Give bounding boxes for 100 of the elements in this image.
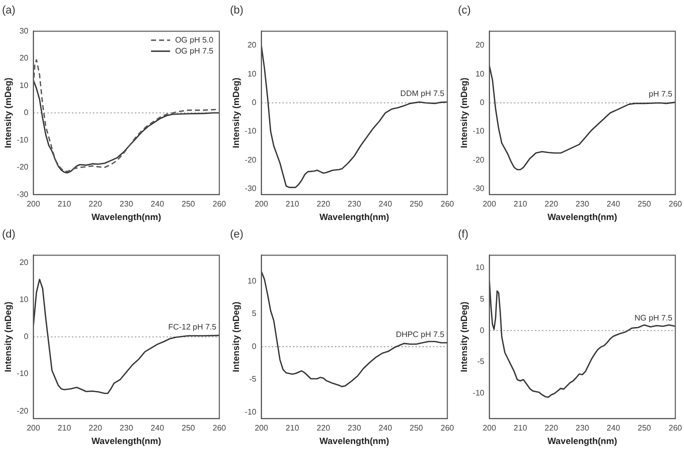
x-tick-label: 220 [88,424,103,433]
y-tick-label: -30 [472,184,485,194]
x-tick-label: 230 [120,424,134,433]
y-tick-label: 0 [252,342,257,351]
y-tick-label: -5 [477,357,485,366]
y-tick-label: -10 [472,388,485,398]
x-tick-label: 220 [316,200,331,209]
y-tick-label: -30 [16,190,29,199]
y-tick-label: -20 [472,155,485,164]
x-tick-label: 240 [378,200,393,209]
x-tick-label: 210 [514,424,528,433]
y-tick-label: 10 [475,262,485,272]
x-tick-label: 260 [668,424,683,433]
x-tick-label: 220 [88,200,103,209]
y-tick-label: 0 [480,98,485,108]
x-tick-label: 200 [254,424,269,433]
x-tick-label: 210 [514,200,528,209]
x-tick-label: 220 [544,200,559,209]
y-tick-label: 0 [252,98,257,108]
x-tick-label: 250 [410,200,424,209]
y-axis-title: Intensity (mDeg) [230,78,241,148]
y-tick-label: 20 [475,40,485,50]
x-tick-label: 220 [544,424,559,433]
x-axis-title: Wavelength(nm) [548,436,618,446]
y-tick-label: 10 [247,69,257,78]
y-tick-label: 10 [475,69,485,78]
y-tick-label: -20 [16,406,29,416]
y-tick-label: 20 [247,40,257,50]
y-axis-title: Intensity (mDeg) [2,78,13,148]
y-tick-label: 30 [19,26,29,36]
chart-title: (b) [230,4,244,17]
series-label: DHPC pH 7.5 [396,330,445,339]
x-tick-label: 260 [212,424,227,433]
x-tick-label: 250 [410,424,424,433]
y-tick-label: 10 [247,276,257,286]
x-tick-label: 210 [58,200,72,209]
y-tick-label: 10 [19,80,29,90]
y-tick-label: -10 [472,126,485,136]
chart-title: (c) [458,4,471,17]
y-tick-label: 0 [24,108,29,118]
chart-title: (e) [230,228,244,241]
y-tick-label: -20 [16,162,29,172]
x-tick-label: 230 [576,200,590,209]
x-tick-label: 240 [606,424,621,433]
x-tick-label: 260 [440,200,455,209]
y-tick-label: 0 [24,332,29,342]
series-label: pH 7.5 [648,89,673,98]
y-axis-title: Intensity (mDeg) [458,78,469,148]
x-tick-label: 260 [212,200,227,209]
y-tick-label: -10 [16,369,29,378]
y-tick-label: -10 [16,135,29,144]
legend-label: OG pH 5.0 [175,35,214,44]
y-axis-title: Intensity (mDeg) [230,302,241,372]
x-tick-label: 230 [348,424,362,433]
legend-label: OG pH 7.5 [175,46,214,56]
x-tick-label: 240 [606,200,621,209]
x-tick-label: 250 [638,200,652,209]
x-tick-label: 210 [286,424,300,433]
x-axis-title: Wavelength(nm) [548,212,618,222]
x-tick-label: 240 [378,424,393,433]
y-tick-label: 0 [480,326,485,335]
y-tick-label: 5 [480,294,485,304]
series-label: NG pH 7.5 [634,313,673,322]
y-tick-label: 10 [19,294,29,304]
x-tick-label: 260 [668,200,683,209]
chart-title: (f) [458,228,468,241]
x-tick-label: 200 [482,200,497,209]
series-label: FC-12 pH 7.5 [168,322,217,332]
chart-title: (a) [2,4,16,17]
x-axis-title: Wavelength(nm) [320,212,390,222]
x-tick-label: 260 [440,424,455,433]
y-tick-label: -10 [244,407,257,416]
x-tick-label: 200 [254,200,269,209]
y-tick-label: -5 [249,374,257,384]
x-axis-title: Wavelength(nm) [320,436,390,446]
x-tick-label: 200 [26,200,41,209]
x-tick-label: 200 [26,424,41,433]
x-axis-title: Wavelength(nm) [92,212,162,222]
x-tick-label: 230 [348,200,362,209]
y-axis-title: Intensity (mDeg) [2,302,13,372]
y-tick-label: -10 [244,126,257,136]
x-axis-title: Wavelength(nm) [92,436,162,446]
x-tick-label: 220 [316,424,331,433]
x-tick-label: 210 [58,424,72,433]
x-tick-label: 250 [182,200,196,209]
chart-title: (d) [2,228,16,241]
y-axis-title: Intensity (mDeg) [458,302,469,372]
y-tick-label: 20 [19,258,29,267]
y-tick-label: -20 [244,155,257,164]
y-tick-label: 5 [252,309,257,318]
series-label: DDM pH 7.5 [400,89,445,98]
x-tick-label: 250 [638,424,652,433]
x-tick-label: 200 [482,424,497,433]
y-tick-label: 20 [19,54,29,63]
x-tick-label: 240 [150,424,165,433]
x-tick-label: 240 [150,200,165,209]
x-tick-label: 250 [182,424,196,433]
y-tick-label: -30 [244,184,257,194]
x-tick-label: 210 [286,200,300,209]
x-tick-label: 230 [576,424,590,433]
